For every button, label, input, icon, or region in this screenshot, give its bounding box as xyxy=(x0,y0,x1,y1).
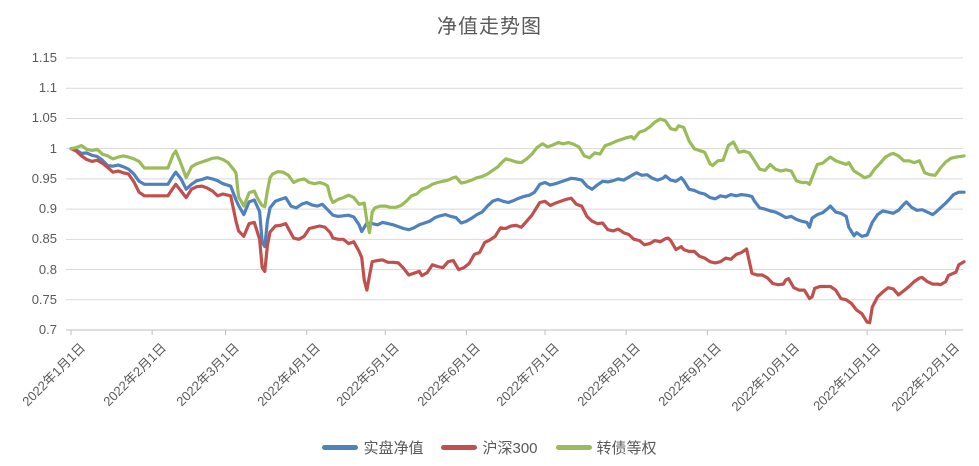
legend-swatch xyxy=(441,445,478,450)
y-axis-tick-label: 0.85 xyxy=(31,231,57,247)
chart-title: 净值走势图 xyxy=(437,16,542,38)
y-axis-tick-label: 0.9 xyxy=(38,201,57,217)
legend-swatch xyxy=(322,445,359,450)
y-axis-tick-label: 1.15 xyxy=(31,50,57,65)
y-axis-tick-label: 0.8 xyxy=(38,261,57,277)
legend-item-0: 实盘净值 xyxy=(322,437,423,458)
y-axis-tick-label: 0.7 xyxy=(38,322,57,337)
y-axis-tick-label: 1.05 xyxy=(31,110,57,126)
legend-label: 转债等权 xyxy=(596,440,657,457)
legend-item-1: 沪深300 xyxy=(441,437,538,458)
chart-legend: 实盘净值 沪深300 转债等权 xyxy=(0,437,979,458)
series-line-2 xyxy=(69,117,966,235)
y-axis-tick-label: 0.75 xyxy=(31,291,57,307)
legend-swatch xyxy=(555,445,592,450)
legend-label: 沪深300 xyxy=(482,440,538,457)
legend-item-2: 转债等权 xyxy=(555,437,657,458)
y-axis-tick-label: 1.1 xyxy=(38,80,57,96)
legend-label: 实盘净值 xyxy=(363,440,424,457)
y-axis-tick-label: 0.95 xyxy=(31,170,57,186)
series-line-0 xyxy=(69,147,966,249)
y-axis-tick-label: 1 xyxy=(49,140,57,156)
series-line-1 xyxy=(69,147,966,325)
